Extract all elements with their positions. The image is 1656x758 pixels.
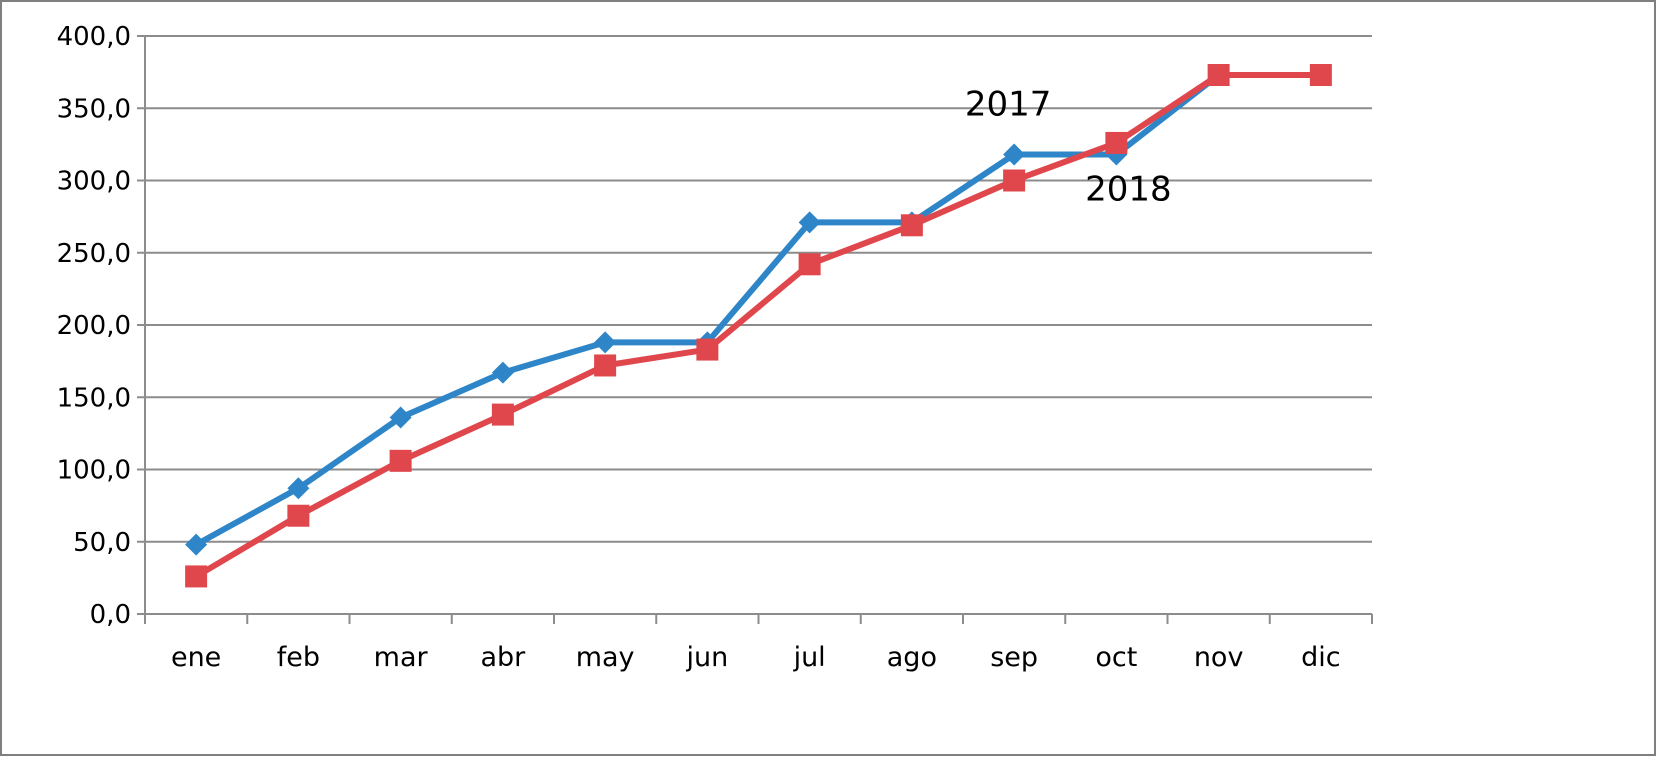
data-point-2017 <box>389 406 412 429</box>
series-line-2017 <box>194 72 1321 548</box>
data-point-2018 <box>1309 64 1332 87</box>
x-tick-label: jul <box>793 642 826 673</box>
x-tick-label: may <box>576 642 635 673</box>
x-tick-label: abr <box>480 642 526 673</box>
data-point-2017 <box>491 361 514 384</box>
data-point-2018 <box>185 565 208 588</box>
x-tick-label: ago <box>887 642 937 673</box>
axes <box>137 35 1373 624</box>
y-axis-ticks: 0,0 50,0 100,0 150,0 200,0 250,0 300,0 350,0 400… <box>57 22 131 630</box>
y-tick-label: 300,0 <box>57 167 131 197</box>
y-tick-label: 0,0 <box>90 600 131 630</box>
y-tick-label: 200,0 <box>57 311 131 341</box>
x-tick-label: sep <box>990 642 1038 673</box>
y-tick-label: 100,0 <box>57 456 131 486</box>
y-tick-label: 250,0 <box>57 239 131 269</box>
x-tick-label: dic <box>1301 642 1341 673</box>
data-point-2018 <box>1003 169 1026 192</box>
x-tick-label: jun <box>686 642 729 673</box>
gridlines <box>145 35 1372 543</box>
data-point-2018 <box>287 504 310 527</box>
x-tick-label: ene <box>171 642 221 673</box>
x-tick-label: mar <box>374 642 429 673</box>
data-point-2018 <box>798 253 821 276</box>
data-point-2018 <box>491 403 514 426</box>
y-tick-label: 50,0 <box>73 528 131 558</box>
data-point-2018 <box>594 354 617 377</box>
data-point-2017 <box>287 477 310 500</box>
data-point-2017 <box>1003 143 1026 166</box>
series-group <box>185 64 1332 588</box>
data-point-2018 <box>696 338 719 361</box>
data-point-2017 <box>798 211 821 234</box>
y-tick-label: 350,0 <box>57 94 131 124</box>
annotations: 2017 2018 <box>965 84 1172 209</box>
annotation-label-2018: 2018 <box>1085 170 1172 210</box>
x-axis-ticks: ene feb mar abr may jun jul ago sep oct nov dic <box>171 642 1341 673</box>
data-point-2018 <box>1105 131 1128 154</box>
x-tick-label: feb <box>277 642 320 673</box>
data-point-2018 <box>1207 64 1230 87</box>
data-point-2018 <box>389 449 412 472</box>
x-tick-label: nov <box>1194 642 1244 673</box>
y-tick-label: 400,0 <box>57 22 131 52</box>
y-tick-label: 150,0 <box>57 383 131 413</box>
series-line-2018 <box>194 72 1321 580</box>
data-point-2017 <box>185 533 208 556</box>
data-point-2018 <box>900 214 923 237</box>
data-point-2017 <box>594 331 617 354</box>
x-tick-label: oct <box>1095 642 1137 673</box>
annotation-label-2017: 2017 <box>965 84 1052 124</box>
